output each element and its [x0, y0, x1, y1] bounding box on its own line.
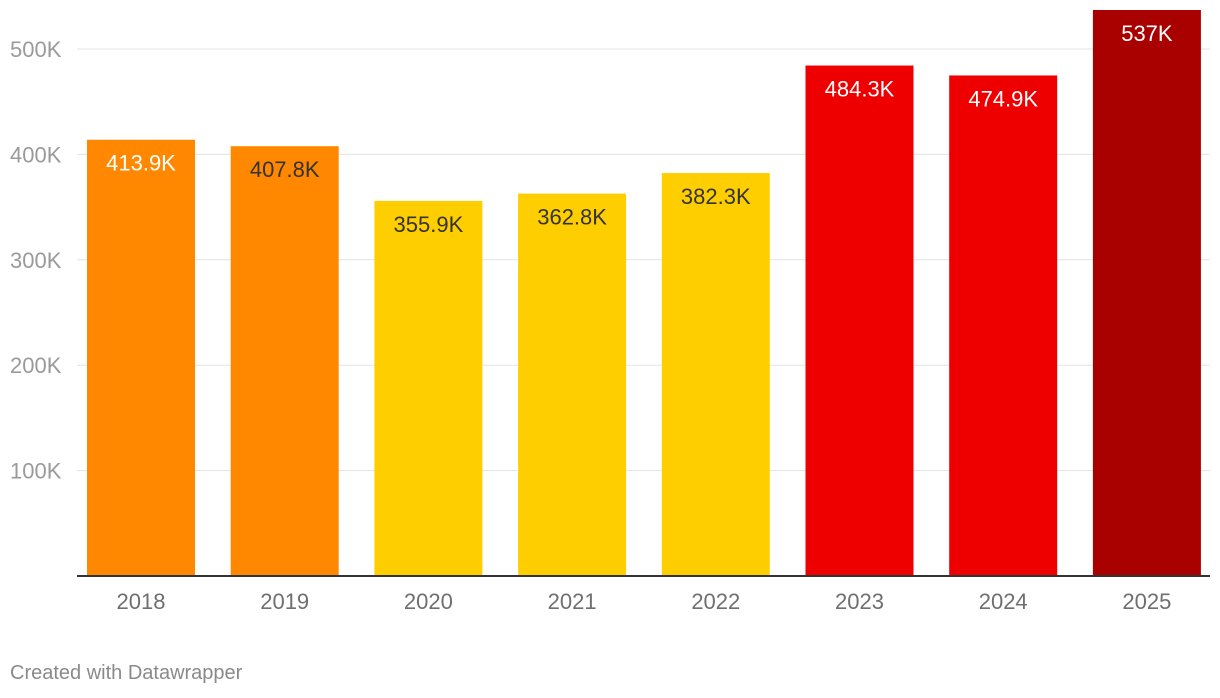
bar-2021: [518, 193, 627, 576]
x-tick-label-2023: 2023: [835, 589, 884, 614]
y-tick-label: 500K: [10, 37, 62, 62]
data-label-2019: 407.8K: [250, 157, 320, 182]
bar-2024: [949, 75, 1058, 577]
data-label-2020: 355.9K: [394, 212, 464, 237]
bar-2020: [374, 200, 483, 577]
data-labels: 413.9K 407.8K 355.9K 362.8K 382.3K 484.3K 474.…: [106, 21, 1173, 237]
data-label-2025: 537K: [1121, 21, 1173, 46]
x-tick-label-2022: 2022: [691, 589, 740, 614]
x-tick-label-2018: 2018: [117, 589, 166, 614]
bar-2019: [230, 146, 339, 576]
bars: [87, 10, 1201, 577]
bar-2025: [1092, 10, 1201, 576]
bar-2023: [805, 65, 914, 577]
bar-2018: [87, 139, 195, 576]
data-label-2023: 484.3K: [825, 77, 895, 102]
x-tick-label-2021: 2021: [548, 589, 597, 614]
y-axis-labels: 100K 200K 300K 400K 500K: [10, 37, 62, 484]
x-axis-labels: 2018 2019 2020 2021 2022 2023 2024 2025: [117, 589, 1172, 614]
data-label-2022: 382.3K: [681, 184, 751, 209]
x-tick-label-2020: 2020: [404, 589, 453, 614]
x-tick-label-2024: 2024: [979, 589, 1028, 614]
credit-text: Created with Datawrapper: [10, 662, 243, 684]
data-label-2018: 413.9K: [106, 151, 176, 176]
y-tick-label: 200K: [10, 353, 62, 378]
x-tick-label-2025: 2025: [1122, 589, 1171, 614]
x-tick-label-2019: 2019: [260, 589, 309, 614]
data-label-2021: 362.8K: [537, 205, 607, 230]
data-label-2024: 474.9K: [968, 86, 1038, 111]
y-tick-label: 400K: [10, 142, 62, 167]
y-tick-label: 300K: [10, 248, 62, 273]
y-tick-label: 100K: [10, 459, 62, 484]
bar-2022: [661, 173, 770, 576]
